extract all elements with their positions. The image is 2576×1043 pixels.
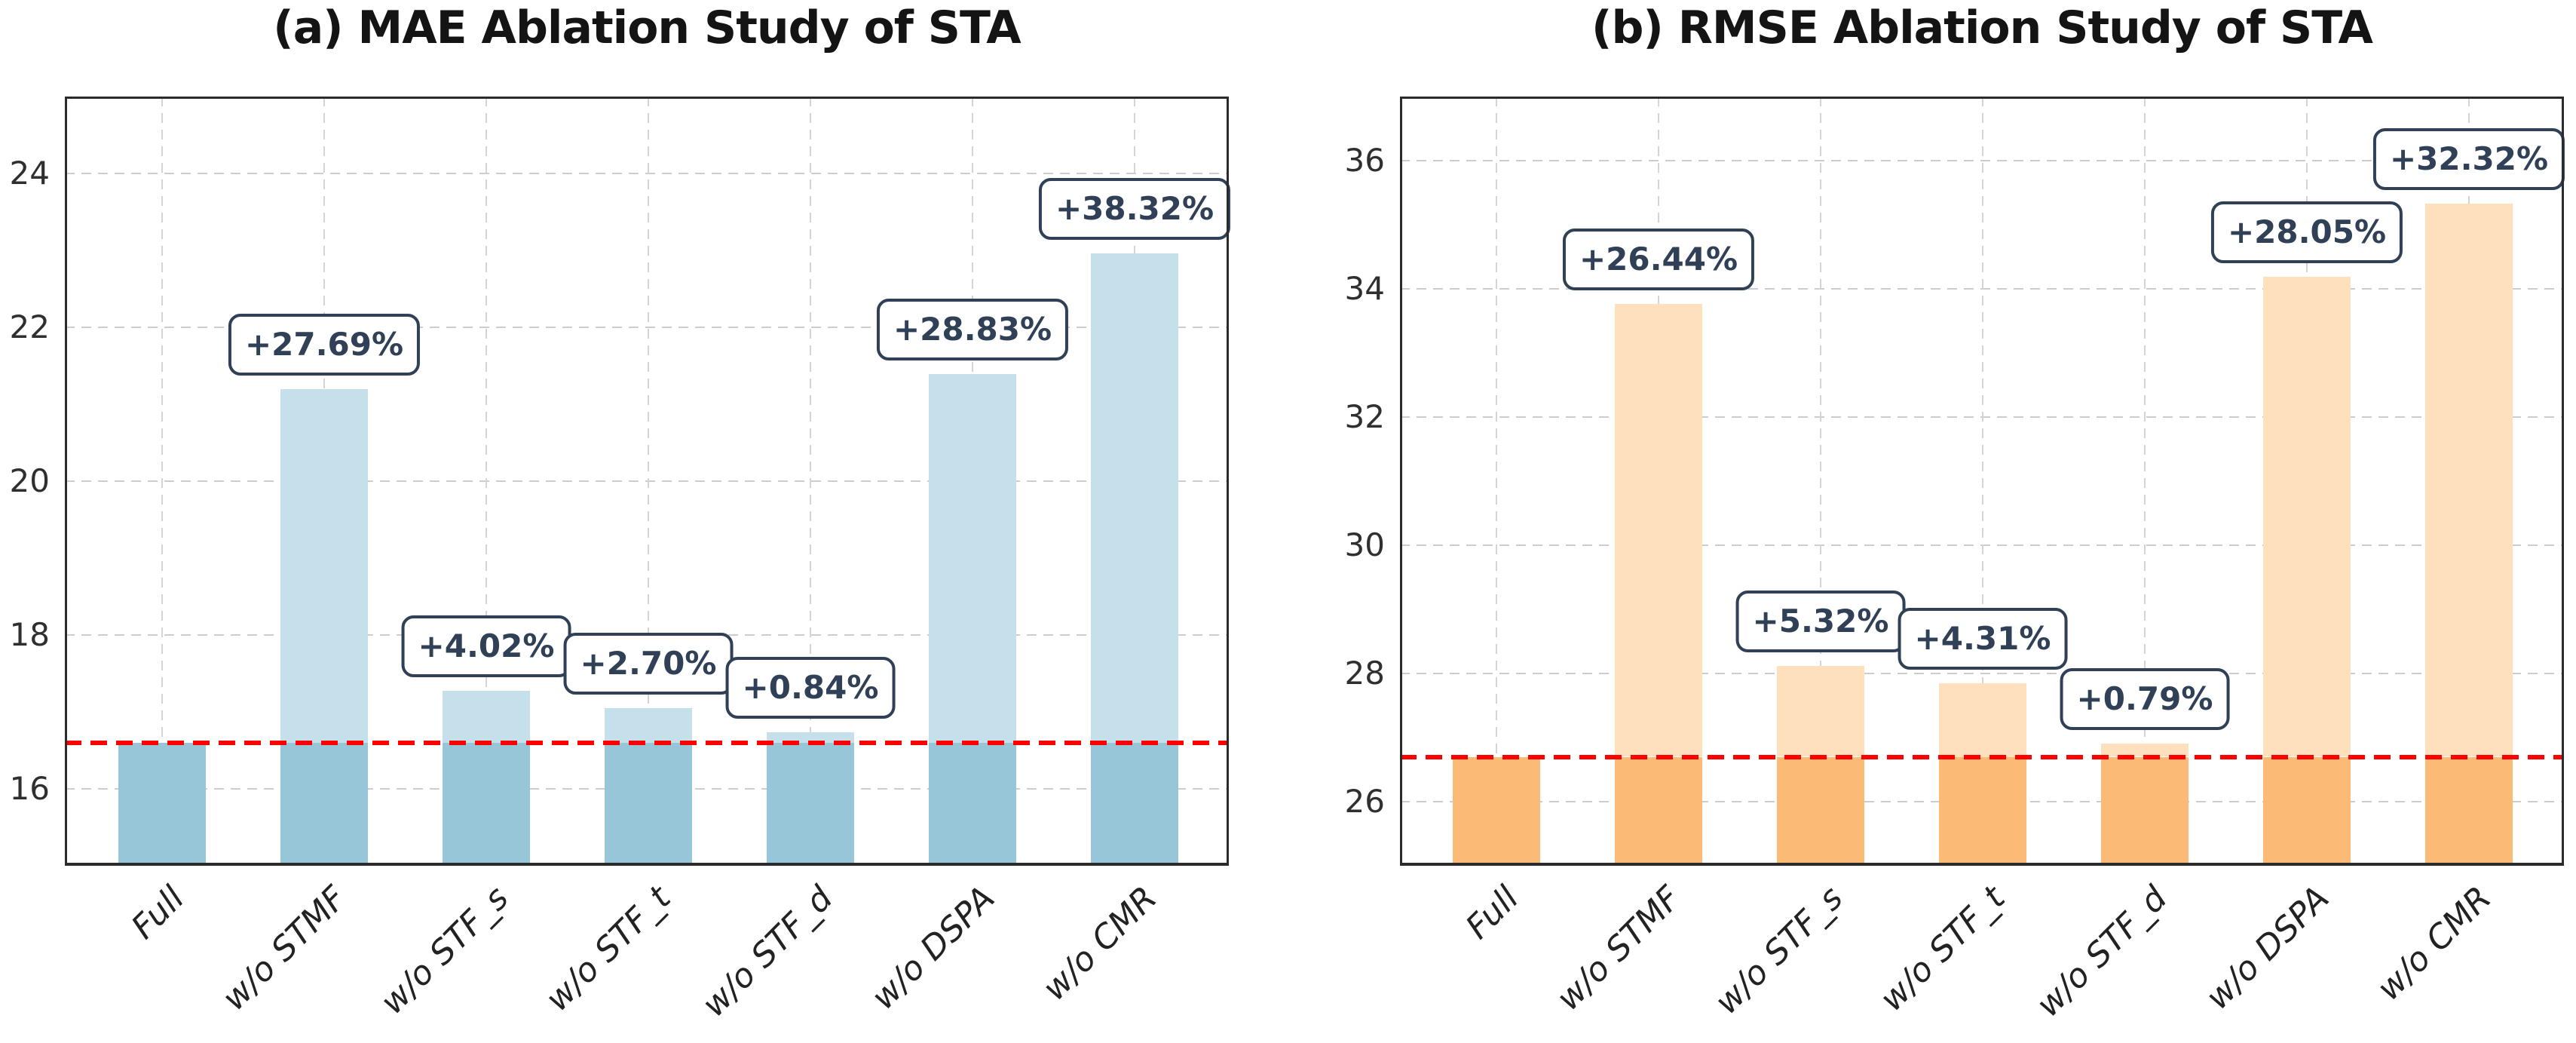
- annotation-box: +0.84%: [725, 656, 896, 719]
- baseline-line: [65, 740, 1229, 745]
- annotation-box: +5.32%: [1735, 590, 1906, 652]
- v-gridline: [648, 97, 649, 866]
- bar-below-baseline-segment: [1615, 756, 1702, 866]
- y-tick-label: 34: [1344, 270, 1385, 307]
- axis-spine-bottom: [65, 863, 1229, 866]
- bar-above-baseline-segment: [1615, 304, 1702, 757]
- bar-above-baseline-segment: [605, 707, 692, 743]
- h-gridline: [65, 327, 1229, 328]
- chart-title-rmse: (b) RMSE Ablation Study of STA: [1591, 2, 2373, 54]
- bar-above-baseline-segment: [2263, 276, 2351, 757]
- y-tick-label: 26: [1344, 783, 1385, 820]
- annotation-box: +0.79%: [2060, 667, 2230, 730]
- v-gridline: [810, 97, 811, 866]
- y-tick-label: 18: [9, 616, 50, 653]
- v-gridline: [2144, 97, 2146, 866]
- baseline-line: [1400, 754, 2564, 759]
- axis-spine-bottom: [1400, 863, 2564, 866]
- bar-below-baseline-segment: [2101, 756, 2189, 866]
- y-tick-label: 32: [1344, 398, 1385, 435]
- bar-below-baseline-segment: [2263, 756, 2351, 866]
- annotation-box: +27.69%: [228, 313, 421, 376]
- v-gridline: [485, 97, 487, 866]
- axis-spine-left: [1400, 97, 1402, 866]
- annotation-box: +26.44%: [1562, 229, 1755, 291]
- y-tick-label: 22: [9, 308, 50, 345]
- annotation-box: +28.05%: [2210, 201, 2403, 263]
- y-tick-label: 36: [1344, 142, 1385, 179]
- y-tick-label: 16: [9, 770, 50, 807]
- bar-above-baseline-segment: [1939, 683, 2026, 757]
- bar-below-baseline-segment: [929, 742, 1016, 866]
- annotation-box: +32.32%: [2372, 127, 2565, 190]
- bar-above-baseline-segment: [1777, 665, 1864, 757]
- annotation-box: +4.31%: [1898, 607, 2068, 670]
- x-tick-label: Full: [124, 879, 192, 947]
- bar-below-baseline-segment: [2425, 756, 2513, 866]
- bar-below-baseline-segment: [1091, 742, 1178, 866]
- v-gridline: [1496, 97, 1497, 866]
- chart-title-mae: (a) MAE Ablation Study of STA: [273, 2, 1021, 54]
- bar-below-baseline-segment: [280, 742, 368, 866]
- y-tick-label: 28: [1344, 655, 1385, 692]
- annotation-box: +28.83%: [876, 299, 1069, 361]
- annotation-box: +38.32%: [1038, 178, 1231, 241]
- axis-spine-left: [65, 97, 67, 866]
- bar-below-baseline-segment: [767, 742, 854, 866]
- plot-area-rmse: 26 28 30 32 34 36 Full +26.44% w/o STMF +5.32% w/o…: [1345, 97, 2565, 1024]
- axis-spine-right: [1227, 97, 1229, 866]
- v-gridline: [1820, 97, 1821, 866]
- v-gridline: [161, 97, 163, 866]
- bar-below-baseline-segment: [605, 742, 692, 866]
- y-tick-label: 30: [1344, 526, 1385, 563]
- plot-area-mae: 16 18 20 22 24 Full +27.69% w/o STMF +4.02% w/o S…: [10, 97, 1231, 1024]
- bar-below-baseline-segment: [1777, 756, 1864, 866]
- x-tick-label: Full: [1458, 879, 1527, 947]
- bar-above-baseline-segment: [1091, 253, 1178, 743]
- v-gridline: [1982, 97, 1983, 866]
- bar-below-baseline-segment: [1453, 756, 1540, 866]
- axis-spine-top: [65, 97, 1229, 99]
- bar-above-baseline-segment: [2101, 743, 2189, 757]
- bar-above-baseline-segment: [443, 691, 530, 743]
- bar-above-baseline-segment: [280, 388, 368, 743]
- bar-below-baseline-segment: [443, 742, 530, 866]
- bar-above-baseline-segment: [2425, 203, 2513, 757]
- bar-below-baseline-segment: [1939, 756, 2026, 866]
- y-tick-label: 24: [9, 155, 50, 192]
- h-gridline: [65, 480, 1229, 482]
- annotation-box: +4.02%: [401, 615, 571, 678]
- annotation-box: +2.70%: [563, 632, 734, 695]
- axis-spine-top: [1400, 97, 2564, 99]
- bar-above-baseline-segment: [929, 374, 1016, 743]
- axis-spine-right: [2562, 97, 2564, 866]
- h-gridline: [65, 173, 1229, 174]
- bar-below-baseline-segment: [118, 742, 206, 866]
- bar-above-baseline-segment: [767, 732, 854, 743]
- y-tick-label: 20: [9, 462, 50, 499]
